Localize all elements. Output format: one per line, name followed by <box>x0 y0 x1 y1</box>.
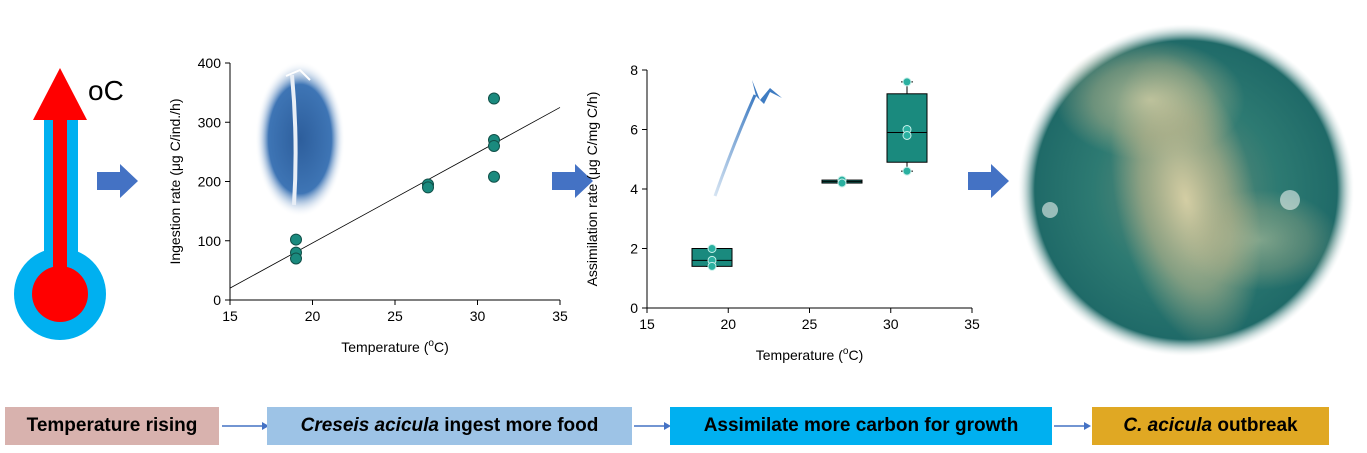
flow-arrow <box>1054 422 1091 430</box>
box-point <box>707 261 717 271</box>
arrow-right-icon <box>97 164 138 198</box>
flow-step-label: Temperature rising <box>26 415 198 436</box>
x-axis-label: Temperature (oC) <box>756 346 864 363</box>
flow-step-outbreak: C. acicula outbreak <box>1092 407 1329 445</box>
y-tick-label: 100 <box>198 233 222 249</box>
y-tick-label: 0 <box>630 300 638 316</box>
y-tick-label: 400 <box>198 55 222 71</box>
x-tick-label: 15 <box>639 316 655 332</box>
arrow-right-icon <box>552 164 593 198</box>
flow-step-assimilate: Assimilate more carbon for growth <box>670 407 1052 445</box>
x-tick-label: 35 <box>964 316 980 332</box>
x-tick-label: 35 <box>552 308 568 324</box>
flow-step-temperature: Temperature rising <box>5 407 219 445</box>
flow-step-label: ingest more food <box>438 415 599 436</box>
box-point <box>837 178 847 188</box>
x-tick-label: 25 <box>802 316 818 332</box>
y-tick-label: 300 <box>198 114 222 130</box>
data-point <box>488 170 500 183</box>
pteropod-photo <box>255 61 345 217</box>
x-tick-label: 15 <box>222 308 238 324</box>
outbreak-photo <box>1018 24 1354 356</box>
species-name: C. acicula <box>1123 415 1213 436</box>
data-point <box>422 181 434 194</box>
y-tick-label: 4 <box>630 181 638 197</box>
thermometer-icon <box>14 68 106 340</box>
y-tick-label: 200 <box>198 174 222 190</box>
ingestion-rate-chart: 15 20 25 30 35 0 100 200 300 400 Temperature (oC) I… <box>167 55 568 355</box>
data-point <box>290 233 302 246</box>
x-tick-label: 20 <box>305 308 321 324</box>
box-point <box>707 244 717 253</box>
y-tick-label: 8 <box>630 62 638 78</box>
x-axis-label: Temperature (oC) <box>341 338 449 355</box>
assimilation-rate-chart: 15 20 25 30 35 0 2 4 6 8 Temperature (oC) Assimilat… <box>584 62 980 363</box>
x-tick-label: 25 <box>387 308 403 324</box>
x-tick-label: 30 <box>470 308 486 324</box>
x-tick-label: 20 <box>720 316 736 332</box>
flow-step-label: outbreak <box>1212 415 1298 436</box>
data-point <box>488 139 500 152</box>
y-tick-label: 6 <box>630 122 638 138</box>
data-point <box>488 92 500 105</box>
box-point <box>902 166 912 176</box>
box-point <box>902 130 912 140</box>
box-point <box>902 77 912 87</box>
pteropod-shell <box>290 74 298 206</box>
pteropod-shell <box>713 94 757 197</box>
arrow-right-icon <box>968 164 1009 198</box>
y-axis-label: Ingestion rate (μg C/ind./h) <box>167 98 183 264</box>
x-tick-label: 30 <box>883 316 899 332</box>
thermometer-unit: oC <box>88 75 124 106</box>
species-name: Creseis acicula <box>300 415 439 436</box>
flow-step-label: Assimilate more carbon for growth <box>703 415 1019 436</box>
flow-arrow <box>634 422 671 430</box>
trendline <box>229 107 561 289</box>
flow-arrow <box>222 422 269 430</box>
flow-step-ingest: Creseis acicula ingest more food <box>267 407 632 445</box>
data-point <box>290 252 302 265</box>
y-tick-label: 2 <box>630 241 638 257</box>
y-axis-label: Assimilation rate (μg C/mg C/h) <box>584 92 600 287</box>
y-tick-label: 0 <box>213 292 221 308</box>
